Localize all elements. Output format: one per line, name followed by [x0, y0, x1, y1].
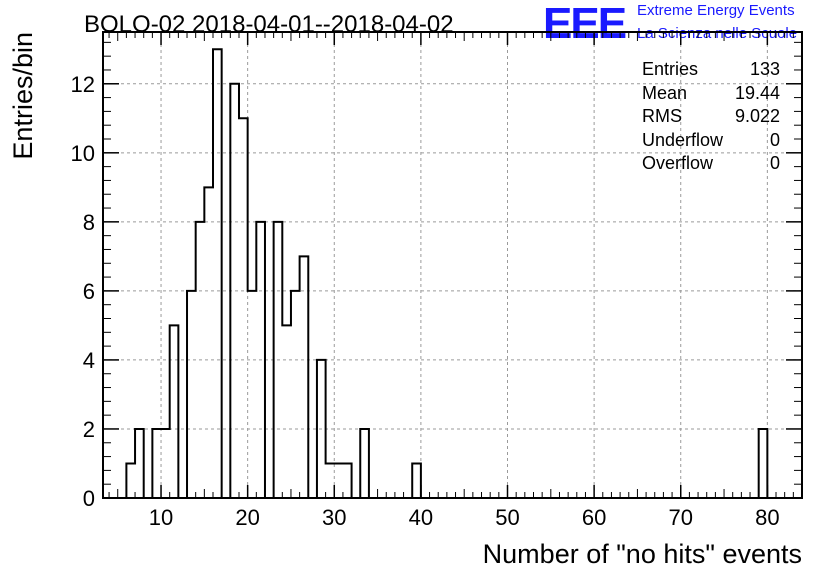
x-tick-label: 70	[668, 505, 692, 530]
x-tick-label: 50	[495, 505, 519, 530]
stats-value: 0	[769, 129, 780, 150]
eee-logo: EEE	[543, 0, 627, 48]
stats-row-overflow: Overflow 0	[642, 152, 780, 176]
x-tick-label: 40	[409, 505, 433, 530]
stats-row-underflow: Underflow 0	[642, 129, 780, 153]
histogram-title: BOLO-02 2018-04-01--2018-04-02	[84, 11, 454, 38]
plot-frame	[102, 31, 803, 499]
y-tick-label: 10	[71, 141, 95, 166]
stats-label: RMS	[642, 106, 682, 126]
x-tick-label: 20	[235, 505, 259, 530]
stats-value: 0	[769, 153, 780, 173]
histogram-extra-bins	[757, 427, 769, 498]
x-axis-title: Number of "no hits" events	[483, 539, 802, 569]
stats-label: Overflow	[642, 153, 714, 173]
y-axis-ticks: 0 2 4 6 8 10 12	[71, 41, 802, 511]
stats-label: Underflow	[642, 129, 724, 150]
stats-value: 133	[749, 59, 780, 79]
x-tick-label: 80	[755, 505, 779, 530]
histogram-bin	[757, 427, 769, 498]
histogram-outline	[125, 48, 422, 499]
stats-row-rms: RMS 9.022	[642, 105, 780, 129]
x-axis-ticks: 10 20 30 40 50 60 70 80	[108, 32, 803, 530]
stats-row-entries: Entries 133	[642, 58, 780, 82]
y-tick-label: 12	[71, 72, 95, 97]
stats-label: Mean	[642, 82, 688, 103]
x-tick-label: 30	[322, 505, 346, 530]
y-tick-label: 2	[83, 417, 95, 442]
x-tick-label: 10	[149, 505, 173, 530]
y-tick-label: 0	[83, 486, 95, 511]
y-tick-label: 4	[83, 348, 95, 373]
stats-box: Entries 133 Mean 19.44 RMS 9.022 Underfl…	[642, 58, 780, 176]
stats-value: 19.44	[734, 82, 780, 103]
x-tick-label: 60	[582, 505, 606, 530]
logo-line-1: Extreme Energy Events	[637, 2, 795, 19]
y-axis-title: Entries/bin	[8, 32, 38, 160]
y-tick-label: 8	[83, 210, 95, 235]
stats-value: 9.022	[734, 106, 780, 126]
y-tick-label: 6	[83, 279, 95, 304]
stats-label: Entries	[642, 59, 699, 79]
grid-lines	[103, 32, 802, 498]
stats-row-mean: Mean 19.44	[642, 82, 780, 106]
logo-line-2: La Scienza nelle Scuole	[637, 25, 798, 42]
